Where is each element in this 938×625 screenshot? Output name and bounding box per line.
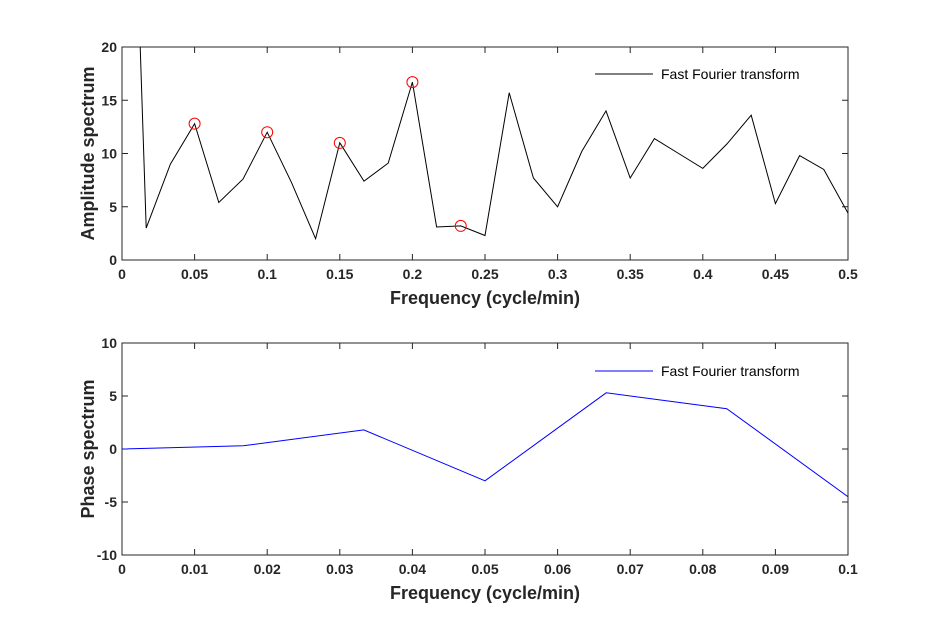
x-tick-label: 0.07 (617, 561, 644, 577)
legend: Fast Fourier transform (595, 363, 799, 379)
phase-plot: 0 0.01 0.02 0.03 0.04 0.05 0.06 0.07 0.08 0.09 0.1… (78, 335, 858, 603)
y-axis-label: Phase spectrum (78, 379, 98, 518)
amplitude-plot: 0 0.05 0.1 0.15 0.2 0.25 0.3 0.35 0.4 0.45 0.5 0 5 10… (78, 39, 858, 308)
x-tick-label: 0 (118, 266, 126, 282)
x-tick-label: 0.5 (838, 266, 858, 282)
x-tick-label: 0.2 (403, 266, 423, 282)
y-tick-label: 0 (109, 252, 117, 268)
x-tick-label: 0.02 (254, 561, 281, 577)
axes-box (121, 46, 849, 261)
x-tick-label: 0.35 (617, 266, 644, 282)
plot-data-area (122, 392, 848, 498)
x-tick-label: 0.1 (257, 266, 277, 282)
x-tick-label: 0.04 (399, 561, 426, 577)
y-axis-label: Amplitude spectrum (78, 66, 98, 240)
x-tick-label: 0.15 (326, 266, 353, 282)
x-tick-label: 0.01 (181, 561, 208, 577)
y-tick-label: -10 (97, 547, 117, 563)
y-tick-label: 0 (109, 441, 117, 457)
y-tick-label: 10 (101, 335, 117, 351)
legend-label: Fast Fourier transform (661, 66, 799, 82)
x-tick-label: 0.3 (548, 266, 568, 282)
x-tick-label: 0.03 (326, 561, 353, 577)
y-tick-label: 15 (101, 92, 117, 108)
legend: Fast Fourier transform (595, 66, 799, 82)
axes-box (121, 342, 849, 556)
series-line (139, 47, 848, 241)
peak-marker (261, 126, 274, 139)
peak-marker (188, 117, 201, 130)
y-tick-label: 5 (109, 388, 117, 404)
x-tick-label: 0.06 (544, 561, 571, 577)
y-tick-label: 10 (101, 146, 117, 162)
x-tick-label: 0 (118, 561, 126, 577)
x-tick-label: 0.25 (471, 266, 498, 282)
legend-label: Fast Fourier transform (661, 363, 799, 379)
y-tick-label: -5 (105, 494, 118, 510)
peak-marker (454, 219, 467, 232)
x-tick-label: 0.09 (762, 561, 789, 577)
y-tick-label: 20 (101, 39, 117, 55)
x-tick-label: 0.05 (181, 266, 208, 282)
x-axis-label: Frequency (cycle/min) (390, 583, 580, 603)
peak-marker (333, 136, 346, 149)
y-tick-label: 5 (109, 199, 117, 215)
plot-data-area (139, 47, 848, 241)
x-tick-label: 0.08 (689, 561, 716, 577)
series-line (122, 392, 848, 498)
x-tick-label: 0.45 (762, 266, 789, 282)
x-axis-label: Frequency (cycle/min) (390, 288, 580, 308)
peak-marker (406, 76, 419, 89)
x-tick-label: 0.05 (471, 561, 498, 577)
x-tick-label: 0.1 (838, 561, 858, 577)
x-tick-label: 0.4 (693, 266, 713, 282)
